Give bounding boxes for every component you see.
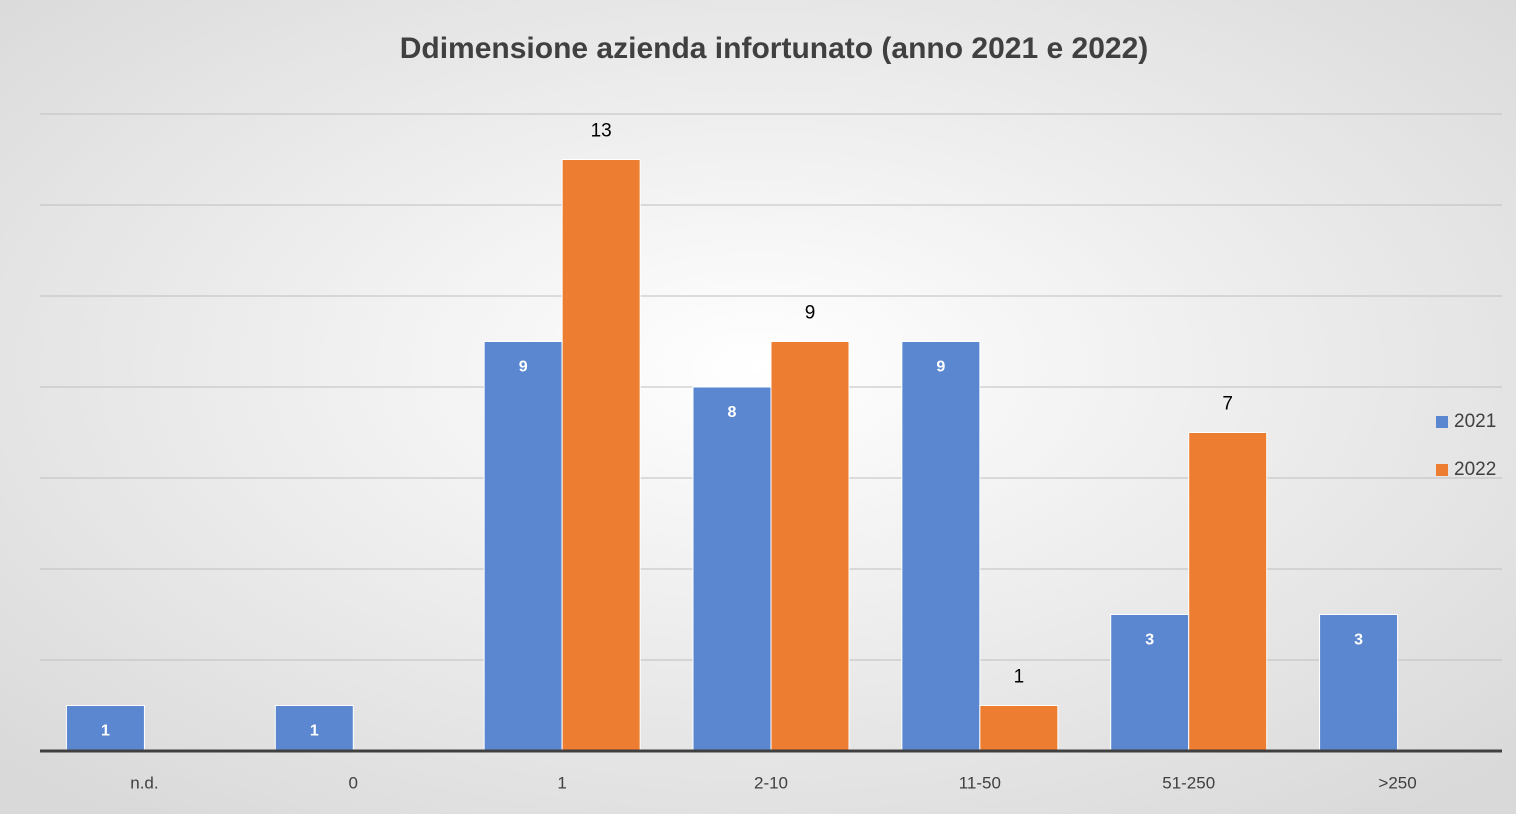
bar — [1319, 614, 1399, 752]
x-tick-label: n.d. — [130, 773, 158, 792]
x-tick-label: 2-10 — [754, 773, 788, 792]
bar — [901, 341, 981, 752]
x-tick-label: 0 — [349, 773, 358, 792]
data-label: 1 — [310, 723, 319, 740]
data-label: 1 — [1014, 667, 1025, 688]
bar — [561, 159, 641, 752]
bar — [692, 386, 772, 752]
data-label: 1 — [101, 723, 110, 740]
bar — [274, 705, 354, 752]
legend-label: 2021 — [1454, 411, 1496, 432]
x-tick-label: >250 — [1378, 773, 1416, 792]
legend-swatch — [1436, 416, 1448, 428]
x-tick-label: 51-250 — [1162, 773, 1215, 792]
chart-title: Ddimensione azienda infortunato (anno 20… — [400, 32, 1149, 65]
data-label: 13 — [591, 121, 612, 142]
data-label: 8 — [728, 404, 737, 421]
bar — [770, 341, 850, 752]
bar — [979, 705, 1059, 752]
legend-label: 2022 — [1454, 459, 1496, 480]
data-label: 7 — [1222, 394, 1233, 415]
data-label: 3 — [1354, 632, 1363, 649]
data-label: 9 — [936, 359, 945, 376]
x-tick-label: 11-50 — [959, 773, 1001, 792]
bar — [65, 705, 145, 752]
bar — [483, 341, 563, 752]
data-label: 3 — [1145, 632, 1154, 649]
data-label: 9 — [519, 359, 528, 376]
bar — [1110, 614, 1190, 752]
legend-swatch — [1436, 464, 1448, 476]
x-tick-label: 1 — [557, 773, 566, 792]
data-label: 9 — [805, 303, 816, 324]
bar — [1188, 432, 1268, 752]
